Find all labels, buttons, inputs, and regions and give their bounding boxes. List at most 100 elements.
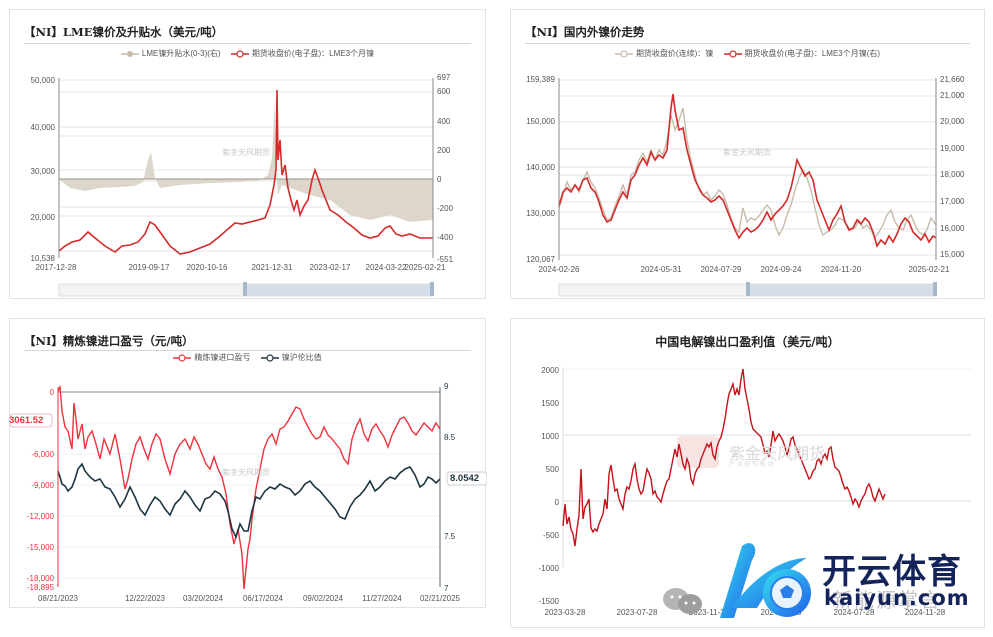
svg-text:03/20/2024: 03/20/2024 [183,594,224,603]
x-axis-labels: 08/21/2023 12/22/2023 03/20/2024 06/17/2024… [38,594,461,603]
legend-item-lme-price[interactable]: 期货收盘价(电子盘)：LME3个月镍 [230,48,374,59]
svg-text:2017-12-28: 2017-12-28 [36,263,77,272]
svg-text:16,000: 16,000 [940,224,965,233]
hollow-circle-icon [614,49,633,58]
brand-name-cn: 开云体育 [822,552,962,592]
svg-text:-12,000: -12,000 [27,512,55,521]
svg-text:17,000: 17,000 [940,197,965,206]
svg-text:2023-11-28: 2023-11-28 [689,608,730,617]
filled-circle-icon [120,50,139,57]
svg-text:2000: 2000 [541,366,559,375]
watermark: 紫金天风期货 [723,148,771,157]
svg-text:40,000: 40,000 [31,123,56,132]
chart-panel-export-profit: 中国电解镍出口盈利值（美元/吨） 2000 1500 1000 500 0 -500 -10… [510,318,985,628]
svg-text:-1500: -1500 [539,597,560,606]
left-axis-labels: 0 -6,000 -9,000 -12,000 -15,000 -18,000-18,89… [27,388,55,592]
svg-text:2020-10-16: 2020-10-16 [187,263,228,272]
legend-item-ratio[interactable]: 镍沪伦比值 [260,352,322,363]
svg-text:7: 7 [444,584,449,593]
title-divider [24,350,471,351]
svg-text:12/22/2023: 12/22/2023 [125,594,166,603]
svg-text:200: 200 [437,146,451,155]
wechat-icon [663,588,702,614]
chart-title: 【NI】LME镍价及升贴水（美元/吨） [24,25,224,39]
title-divider [525,43,970,44]
chart-canvas: 159,389 150,000 140,000 130,000 120,067 21,6… [526,75,965,297]
chart-legend: 精炼镍进口盈亏 镍沪伦比值 [10,352,485,364]
chart-legend: 期货收盘价(连续)：镍 期货收盘价(电子盘)：LME3个月镍(右) [511,48,984,60]
svg-text:2024-11-20: 2024-11-20 [821,265,862,274]
legend-item-shfe[interactable]: 期货收盘价(连续)：镍 [614,48,713,59]
hollow-circle-icon [260,353,279,362]
brand-logo-icon [720,543,811,618]
zoom-slider-range [749,284,936,296]
svg-text:1000: 1000 [541,432,559,441]
hollow-circle-icon [173,353,192,362]
chart-canvas: 50,000 40,000 30,000 20,000 10,538 697 600 400… [31,73,454,297]
svg-text:15,000: 15,000 [940,250,965,259]
svg-text:9: 9 [444,382,449,391]
svg-text:8.5: 8.5 [444,433,456,442]
legend-item-spread[interactable]: LME镍升贴水(0-3)(右) [120,48,221,59]
right-axis-labels: 21,660 21,000 20,000 19,000 18,000 17,000 16,0… [940,75,965,259]
svg-text:10,538: 10,538 [31,254,56,263]
legend-item-lme[interactable]: 期货收盘价(电子盘)：LME3个月镍(右) [723,48,880,59]
svg-text:2023-07-28: 2023-07-28 [617,608,658,617]
svg-text:2025-02-21: 2025-02-21 [405,263,446,272]
svg-text:20,000: 20,000 [31,213,56,222]
hollow-circle-icon [230,49,249,58]
svg-text:2021-12-31: 2021-12-31 [252,263,293,272]
chart-panel-lme-price-spread: 【NI】LME镍价及升贴水（美元/吨） LME镍升贴水(0-3)(右) 期货收盘… [9,9,486,299]
svg-text:2023-02-17: 2023-02-17 [310,263,351,272]
svg-text:2024-07-29: 2024-07-29 [701,265,742,274]
svg-text:08/21/2023: 08/21/2023 [38,594,79,603]
svg-text:09/02/2024: 09/02/2024 [303,594,344,603]
right-value-tag [446,471,487,486]
svg-text:06/17/2024: 06/17/2024 [243,594,284,603]
svg-text:-9,000: -9,000 [31,481,54,490]
svg-text:0: 0 [50,388,55,397]
watermark: 紫金天风期货 [222,468,270,477]
svg-text:150,000: 150,000 [526,117,555,126]
svg-text:19,000: 19,000 [940,144,965,153]
x-axis-labels: 2017-12-28 2019-09-17 2020-10-16 2021-12-31… [36,263,446,272]
right-value-tag-text: 8.0542 [450,473,480,484]
zoom-slider-handle-right[interactable] [933,282,937,296]
svg-text:2024-02-26: 2024-02-26 [539,265,580,274]
svg-text:30,000: 30,000 [31,167,56,176]
zoom-slider-handle-left[interactable] [746,282,750,296]
svg-text:18,000: 18,000 [940,170,965,179]
svg-text:2024-03-22: 2024-03-22 [366,263,407,272]
svg-text:697: 697 [437,73,451,82]
chart-title: 中国电解镍出口盈利值（美元/吨） [655,335,840,349]
legend-item-import-profit[interactable]: 精炼镍进口盈亏 [173,352,250,363]
svg-text:50,000: 50,000 [31,76,56,85]
svg-text:2025-02-21: 2025-02-21 [909,265,950,274]
svg-text:-551: -551 [437,255,454,264]
svg-text:2024-09-24: 2024-09-24 [761,265,802,274]
svg-text:-18,895: -18,895 [27,583,55,592]
zoom-slider-range [246,284,433,296]
left-axis-labels: 50,000 40,000 30,000 20,000 10,538 [31,76,56,263]
svg-text:-200: -200 [437,204,454,213]
svg-text:120,067: 120,067 [526,255,555,264]
right-axis-labels: 697 600 400 200 0 -200 -400 -551 [437,73,454,264]
left-value-tag-text: 3061.52 [9,415,44,426]
svg-text:600: 600 [437,87,451,96]
chart-panel-import-profit: 【NI】精炼镍进口盈亏（元/吨） 精炼镍进口盈亏 镍沪伦比值 0 -6,000 -9… [9,318,487,608]
svg-text:1500: 1500 [541,399,559,408]
chart-title: 【NI】国内外镍价走势 [525,25,645,39]
chart-panel-domestic-foreign-price: 【NI】国内外镍价走势 期货收盘价(连续)：镍 期货收盘价(电子盘)：LME3个… [510,9,985,299]
svg-text:2024-11-28: 2024-11-28 [905,608,946,617]
left-axis-labels: 159,389 150,000 140,000 130,000 120,067 [526,75,555,264]
brand-overlay: 开云体育 新能源掌言 kaiyun.com [712,538,992,633]
svg-text:-15,000: -15,000 [27,543,55,552]
chart-canvas: 0 -6,000 -9,000 -12,000 -15,000 -18,000-18,89… [10,382,487,603]
svg-text:-400: -400 [437,233,454,242]
left-value-tag [10,413,53,428]
zoom-slider-handle-right[interactable] [430,282,434,296]
svg-text:-18,000: -18,000 [27,574,55,583]
svg-text:7.5: 7.5 [444,532,456,541]
svg-text:400: 400 [437,117,451,126]
zoom-slider-handle-left[interactable] [243,282,247,296]
